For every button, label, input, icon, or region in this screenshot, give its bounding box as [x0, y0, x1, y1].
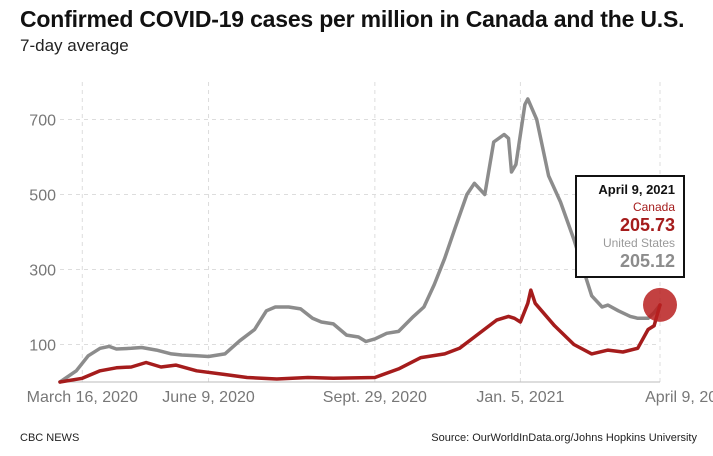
- tooltip-us-label: United States: [602, 236, 675, 250]
- tooltip-us-value: 205.12: [619, 251, 675, 271]
- x-tick-label: March 16, 2020: [27, 389, 138, 406]
- x-tick-label: Jan. 5, 2021: [476, 389, 564, 406]
- chart-subtitle: 7-day average: [20, 36, 129, 55]
- x-tick-label: April 9, 2021: [645, 389, 713, 406]
- tooltip-canada-value: 205.73: [619, 215, 675, 235]
- y-tick-label: 100: [29, 338, 56, 355]
- publisher-credit: CBC NEWS: [20, 432, 80, 444]
- highlight-marker: [643, 287, 677, 322]
- data-tooltip: April 9, 2021 Canada 205.73 United State…: [575, 175, 685, 278]
- x-tick-label: June 9, 2020: [162, 389, 255, 406]
- canada-series-line: [58, 288, 662, 384]
- source-note: Source: OurWorldInData.org/Johns Hopkins…: [431, 432, 697, 444]
- chart-title: Confirmed COVID-19 cases per million in …: [20, 6, 685, 32]
- tooltip-canada-label: Canada: [632, 200, 675, 214]
- x-tick-label: Sept. 29, 2020: [323, 389, 427, 406]
- y-tick-label: 700: [29, 113, 56, 130]
- y-tick-label: 500: [29, 188, 56, 205]
- y-tick-label: 300: [29, 263, 56, 280]
- tooltip-date: April 9, 2021: [598, 182, 675, 197]
